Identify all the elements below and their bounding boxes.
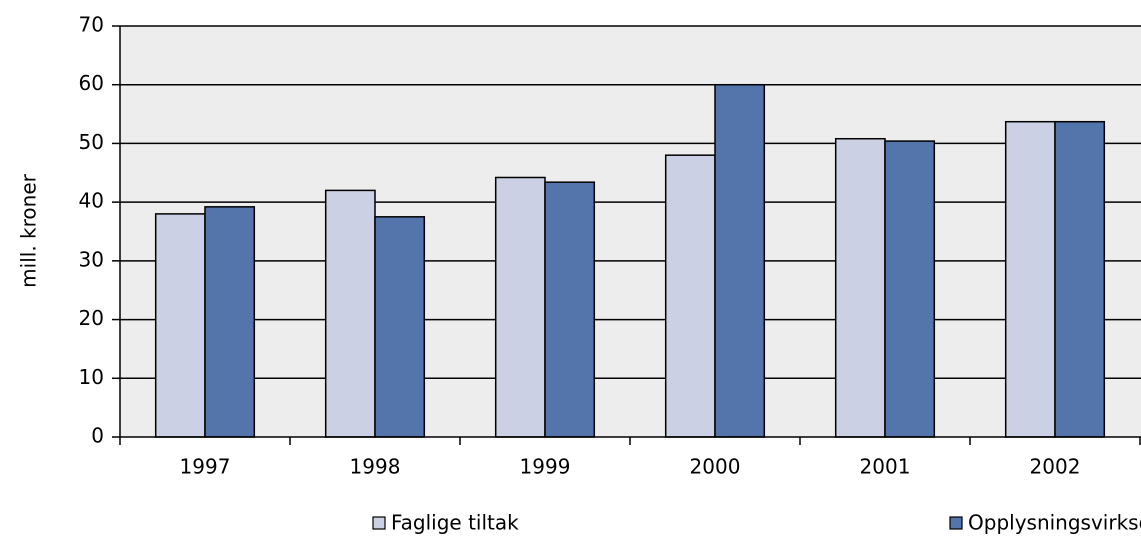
legend-swatch [949,516,963,530]
legend-label: Opplysningsvirksomhet [968,511,1141,535]
bar [1054,120,1106,438]
bar [494,176,546,438]
y-tick-label: 60 [79,71,104,95]
y-tick-label: 0 [91,424,104,448]
bar [884,140,936,438]
y-tick-label: 40 [79,189,104,213]
bar [714,83,766,438]
bar [204,206,256,438]
y-tick-label: 10 [79,365,104,389]
bar [544,181,596,438]
bar [1004,120,1056,438]
bar [374,216,426,438]
y-tick-label: 50 [79,130,104,154]
bar [324,189,376,438]
x-tick-label: 1999 [520,455,571,479]
x-tick-label: 1998 [350,455,401,479]
y-tick-label: 70 [79,13,104,37]
legend-swatch [372,516,386,530]
x-tick-label: 2000 [690,455,741,479]
x-tick-label: 1997 [180,455,231,479]
bar [834,137,886,438]
legend-label: Faglige tiltak [391,511,519,535]
y-axis-label: mill. kroner [17,173,41,287]
plot-area [120,26,1141,437]
x-tick-label: 2001 [860,455,911,479]
bar [664,154,716,438]
bar [154,213,206,438]
x-tick-label: 2002 [1030,455,1081,479]
y-tick-label: 30 [79,247,104,271]
y-tick-label: 20 [79,306,104,330]
